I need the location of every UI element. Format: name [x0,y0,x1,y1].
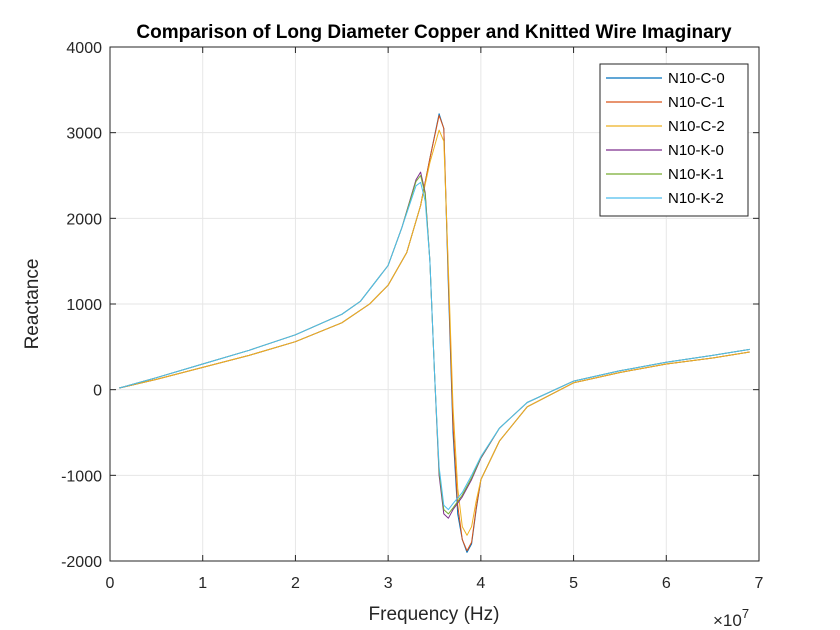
series-line-n10-k-2 [119,181,750,511]
y-tick-label: 3000 [66,126,102,143]
series-lines [119,113,750,553]
legend-box [599,63,749,217]
y-tick-label: 4000 [66,40,102,57]
x-axis-title: Frequency (Hz) [369,604,500,625]
x-tick-label: 6 [662,575,671,592]
y-tick-label: 1000 [66,297,102,314]
x-axis-exponent-power: 7 [742,606,749,621]
x-tick-label: 7 [755,575,764,592]
y-axis-title: Reactance [22,259,43,350]
legend-label: N10-C-2 [668,118,725,135]
legend-label: N10-C-0 [668,70,725,87]
x-axis-exponent-base: ×10 [713,611,742,630]
legend-label: N10-C-1 [668,94,725,111]
legend-label: N10-K-0 [668,142,724,159]
x-tick-label: 0 [106,575,115,592]
legend-label: N10-K-1 [668,166,724,183]
tick-labels: 0 1 2 3 4 5 6 7 -2000 -1000 0 1000 2000 3000 4000 [61,40,763,592]
y-tick-label: 0 [93,383,102,400]
chart-title: Comparison of Long Diameter Copper and K… [136,22,732,43]
y-tick-label: -1000 [61,468,102,485]
x-axis-exponent: ×107 [713,606,749,630]
y-tick-label: 2000 [66,211,102,228]
x-tick-label: 5 [569,575,578,592]
x-tick-label: 3 [384,575,393,592]
x-tick-label: 2 [291,575,300,592]
axis-ticks [109,46,760,562]
legend: N10-C-0 N10-C-1 N10-C-2 N10-K-0 N10-K-1 N10-K… [599,63,749,217]
x-tick-label: 1 [198,575,207,592]
y-tick-label: -2000 [61,554,102,571]
series-line-n10-c-2 [119,129,750,536]
x-tick-label: 4 [476,575,485,592]
legend-items: N10-C-0 N10-C-1 N10-C-2 N10-K-0 N10-K-1 N10-K… [606,70,725,207]
legend-label: N10-K-2 [668,190,724,207]
